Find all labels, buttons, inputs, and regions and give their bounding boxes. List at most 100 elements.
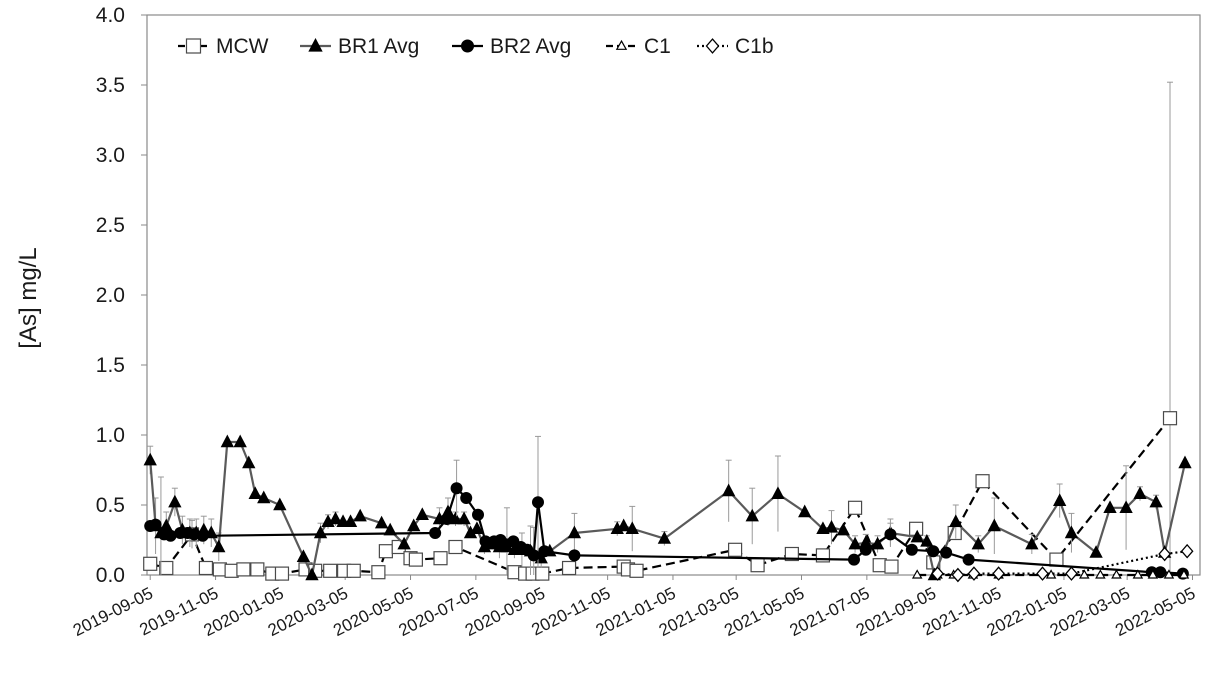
data-point [397, 536, 411, 550]
legend-entry: C1b [697, 35, 774, 58]
data-point [847, 500, 863, 515]
legend-entry: C1 [606, 35, 671, 58]
data-point [242, 455, 256, 469]
y-axis-ticks: 0.0 0.5 1.0 1.5 2.0 2.5 3.0 3.5 4.0 [96, 4, 147, 587]
data-point [248, 486, 262, 499]
data-point [296, 549, 311, 562]
data-point [859, 543, 872, 556]
data-point [212, 562, 227, 577]
data-point [884, 528, 897, 541]
data-point [931, 566, 944, 581]
data-point [408, 552, 423, 567]
data-point [212, 539, 226, 553]
data-point [346, 563, 361, 578]
legend-label: C1 [644, 35, 671, 58]
y-tick-label: 3.5 [96, 74, 125, 97]
data-point [415, 507, 429, 520]
y-tick-label: 0.5 [96, 494, 125, 517]
data-point [967, 566, 981, 581]
data-point [567, 525, 582, 539]
data-point [460, 492, 473, 504]
data-point [884, 559, 899, 574]
data-point [149, 518, 162, 531]
data-point [470, 521, 484, 534]
legend-label: MCW [216, 35, 269, 58]
series-c1b [931, 543, 1194, 583]
data-point [343, 514, 358, 527]
legend-marker [705, 38, 720, 54]
data-point [429, 527, 442, 539]
data-point [1133, 486, 1147, 499]
data-point [305, 567, 319, 581]
data-point [1132, 569, 1144, 579]
data-point [450, 482, 463, 495]
data-point [1180, 543, 1194, 559]
data-point [531, 496, 544, 509]
data-point [250, 562, 265, 577]
data-point [836, 522, 850, 536]
data-point [975, 474, 990, 489]
data-point [722, 483, 736, 497]
data-point [1111, 569, 1122, 579]
data-point [383, 522, 397, 536]
data-point [1053, 493, 1067, 506]
data-point [1178, 455, 1192, 469]
data-point [750, 558, 765, 573]
data-point [323, 563, 338, 578]
data-point [568, 549, 581, 562]
data-point [257, 490, 271, 504]
y-tick-label: 4.0 [96, 4, 125, 27]
data-point [220, 434, 235, 448]
data-point [920, 533, 934, 547]
y-tick-label: 2.5 [96, 214, 125, 237]
data-point [433, 551, 448, 566]
data-point [448, 539, 463, 555]
legend: MCW BR1 Avg BR2 Avg C1 C1b [178, 35, 774, 58]
data-point [951, 567, 965, 583]
data-point [273, 497, 287, 511]
data-point [1079, 569, 1090, 579]
legend-marker [461, 39, 474, 53]
series-mcw [143, 81, 1178, 581]
data-point [374, 515, 389, 529]
data-point [971, 536, 985, 550]
data-point [872, 558, 887, 573]
data-point [1065, 566, 1078, 581]
data-point [159, 560, 174, 576]
data-point [535, 566, 550, 581]
data-point [617, 518, 631, 532]
y-tick-label: 1.5 [96, 354, 125, 377]
y-tick-label: 3.0 [96, 144, 125, 167]
legend-marker [185, 38, 202, 54]
data-point [1147, 569, 1159, 579]
data-point [987, 518, 1001, 532]
data-point [353, 508, 367, 522]
data-point [164, 529, 177, 542]
legend-label: BR1 Avg [338, 35, 419, 58]
legend-entry: BR2 Avg [452, 35, 571, 58]
legend-marker [308, 37, 323, 52]
data-point [479, 535, 492, 548]
data-point [927, 545, 940, 558]
data-point [440, 513, 453, 525]
data-point [847, 553, 860, 566]
data-point [1103, 500, 1117, 513]
data-point [407, 518, 421, 532]
data-point [1064, 525, 1079, 539]
data-point [745, 508, 759, 522]
data-point [798, 504, 812, 518]
data-point [168, 494, 182, 508]
data-point [1178, 569, 1190, 579]
data-point [1095, 569, 1106, 579]
data-point [905, 543, 918, 556]
data-point [784, 546, 799, 562]
data-point [1049, 552, 1064, 567]
data-point [561, 560, 577, 576]
data-point [1163, 569, 1175, 579]
data-point [629, 563, 644, 578]
data-point [992, 566, 1005, 581]
data-point [771, 486, 785, 499]
y-tick-label: 0.0 [96, 564, 125, 587]
data-point [824, 519, 839, 533]
